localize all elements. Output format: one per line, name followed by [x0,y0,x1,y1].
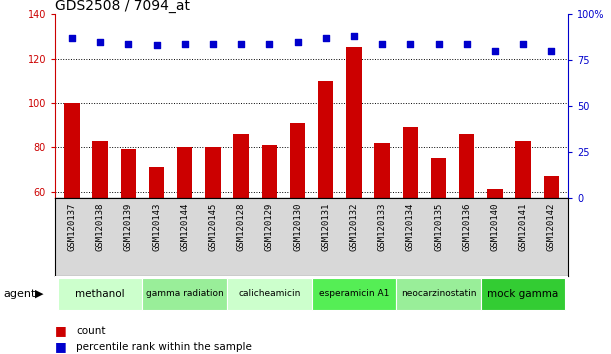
Text: gamma radiation: gamma radiation [146,289,224,298]
Text: GSM120131: GSM120131 [321,202,330,251]
Text: GSM120140: GSM120140 [491,202,499,251]
Point [152,42,161,48]
Text: methanol: methanol [75,289,125,299]
Bar [92,141,108,325]
Text: ■: ■ [55,325,67,337]
Bar [318,81,334,325]
Point [95,39,105,45]
Point [546,48,556,54]
FancyBboxPatch shape [396,278,481,310]
Text: GSM120139: GSM120139 [124,202,133,251]
Text: GSM120130: GSM120130 [293,202,302,251]
Text: GSM120132: GSM120132 [349,202,359,251]
Text: GSM120144: GSM120144 [180,202,189,251]
Point [67,35,77,41]
Bar [515,141,531,325]
Text: GSM120135: GSM120135 [434,202,443,251]
Text: GSM120129: GSM120129 [265,202,274,251]
Bar [148,167,164,325]
Text: GSM120142: GSM120142 [547,202,556,251]
Bar [290,123,306,325]
Text: percentile rank within the sample: percentile rank within the sample [76,342,252,352]
Point [490,48,500,54]
Text: GSM120128: GSM120128 [236,202,246,251]
FancyBboxPatch shape [481,278,565,310]
Text: GSM120141: GSM120141 [519,202,528,251]
Bar [177,147,192,325]
Text: GSM120145: GSM120145 [208,202,218,251]
FancyBboxPatch shape [227,278,312,310]
Point [236,41,246,46]
Text: GSM120143: GSM120143 [152,202,161,251]
Text: GSM120134: GSM120134 [406,202,415,251]
Point [293,39,302,45]
Bar [346,47,362,325]
Bar [431,158,446,325]
FancyBboxPatch shape [312,278,396,310]
Text: GSM120136: GSM120136 [462,202,471,251]
Point [180,41,189,46]
Bar [233,134,249,325]
Bar [403,127,418,325]
FancyBboxPatch shape [142,278,227,310]
Point [518,41,528,46]
Bar [459,134,475,325]
Point [265,41,274,46]
Point [321,35,331,41]
Point [349,33,359,39]
Text: count: count [76,326,106,336]
Text: GSM120138: GSM120138 [95,202,104,251]
Text: agent: agent [3,289,35,299]
Text: GDS2508 / 7094_at: GDS2508 / 7094_at [55,0,190,13]
Text: calicheamicin: calicheamicin [238,289,301,298]
Bar [205,147,221,325]
Bar [120,149,136,325]
Text: mock gamma: mock gamma [488,289,558,299]
Bar [375,143,390,325]
Point [434,41,444,46]
Bar [544,176,559,325]
FancyBboxPatch shape [58,278,142,310]
Text: ■: ■ [55,341,67,353]
Point [123,41,133,46]
Bar [262,145,277,325]
Point [406,41,415,46]
Text: GSM120137: GSM120137 [67,202,76,251]
Text: GSM120133: GSM120133 [378,202,387,251]
Bar [64,103,79,325]
Point [462,41,472,46]
Text: esperamicin A1: esperamicin A1 [319,289,389,298]
Text: ▶: ▶ [35,289,44,299]
Point [208,41,218,46]
Text: neocarzinostatin: neocarzinostatin [401,289,476,298]
Bar [487,189,503,325]
Point [377,41,387,46]
